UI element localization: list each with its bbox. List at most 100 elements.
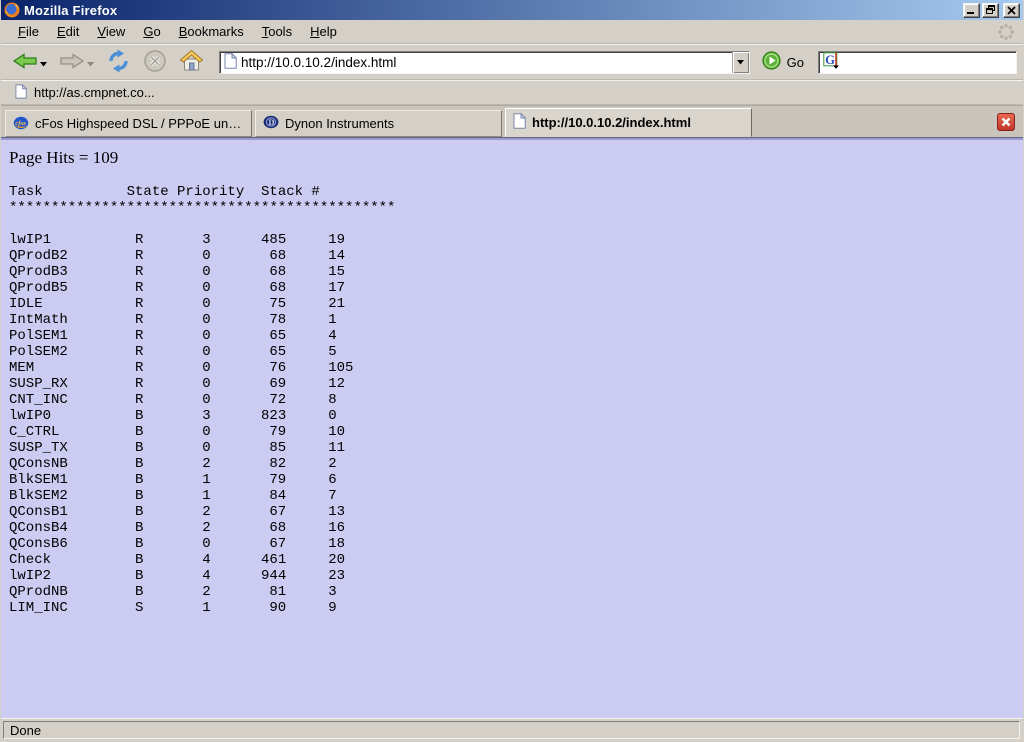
page-content: Page Hits = 109 Task State Priority Stac…	[1, 137, 1023, 718]
cfos-icon: cfos	[13, 114, 29, 133]
stop-button[interactable]	[138, 45, 172, 80]
cell-stack: 75	[269, 296, 287, 312]
firefox-icon	[4, 2, 20, 18]
cell-stack: 68	[269, 248, 287, 264]
cell-num: 3	[328, 584, 337, 600]
cell-state: R	[135, 248, 144, 264]
tab-cfos[interactable]: cfos cFos Highspeed DSL / PPPoE und ISDN…	[5, 110, 252, 137]
cell-priority: 0	[202, 440, 211, 456]
bookmarks-toolbar: http://as.cmpnet.co...	[1, 80, 1023, 105]
url-input[interactable]	[237, 54, 732, 70]
forward-button[interactable]	[54, 48, 99, 77]
cell-state: B	[135, 488, 144, 504]
task-row: PolSEM1 R 0 65 4	[9, 328, 1023, 344]
status-field: Done	[3, 721, 1020, 739]
bookmark-item[interactable]: http://as.cmpnet.co...	[9, 82, 161, 104]
forward-dropdown-icon	[87, 55, 94, 70]
cell-task: lwIP2	[9, 568, 52, 584]
back-button[interactable]	[7, 48, 52, 77]
cell-priority: 0	[202, 328, 211, 344]
cell-num: 10	[328, 424, 346, 440]
cell-stack: 944	[261, 568, 287, 584]
cell-num: 20	[328, 552, 346, 568]
back-dropdown-icon	[40, 55, 47, 70]
cell-state: R	[135, 232, 144, 248]
status-text: Done	[10, 722, 42, 738]
cell-num: 23	[328, 568, 346, 584]
tab-label: cFos Highspeed DSL / PPPoE und ISDN CAP.…	[35, 116, 244, 131]
tab-label: Dynon Instruments	[285, 116, 395, 131]
cell-priority: 0	[202, 360, 211, 376]
cell-priority: 0	[202, 264, 211, 280]
task-row: MEM R 0 76 105	[9, 360, 1023, 376]
cell-priority: 0	[202, 312, 211, 328]
menu-file[interactable]: File	[18, 24, 39, 39]
table-separator: ****************************************…	[9, 200, 396, 216]
cell-state: B	[135, 408, 144, 424]
home-icon	[179, 49, 204, 75]
cell-task: QConsNB	[9, 456, 68, 472]
restore-button[interactable]	[982, 2, 999, 18]
cell-task: PolSEM2	[9, 344, 68, 360]
menu-bookmarks[interactable]: Bookmarks	[178, 24, 244, 39]
cell-priority: 0	[202, 280, 211, 296]
menu-go[interactable]: Go	[143, 24, 161, 39]
cell-stack: 68	[269, 280, 287, 296]
cell-priority: 3	[202, 408, 211, 424]
cell-priority: 3	[202, 232, 211, 248]
cell-stack: 79	[269, 424, 287, 440]
title-bar[interactable]: Mozilla Firefox	[1, 0, 1023, 20]
home-button[interactable]	[174, 45, 209, 79]
header-state: State	[126, 184, 169, 200]
go-label: Go	[786, 54, 804, 70]
menu-edit[interactable]: Edit	[56, 24, 80, 39]
cell-task: lwIP1	[9, 232, 52, 248]
task-row: lwIP1 R 3 485 19	[9, 232, 1023, 248]
cell-task: QConsB4	[9, 520, 68, 536]
cell-num: 2	[328, 456, 337, 472]
cell-num: 14	[328, 248, 346, 264]
page-icon	[513, 112, 527, 132]
cell-stack: 84	[269, 488, 287, 504]
cell-priority: 1	[202, 488, 211, 504]
task-row: IntMath R 0 78 1	[9, 312, 1023, 328]
cell-task: QProdB5	[9, 280, 68, 296]
cell-num: 15	[328, 264, 346, 280]
cell-task: QProdNB	[9, 584, 68, 600]
close-button[interactable]	[1003, 2, 1020, 18]
cell-num: 21	[328, 296, 346, 312]
menu-tools[interactable]: Tools	[261, 24, 293, 39]
cell-task: LIM_INC	[9, 600, 68, 616]
cell-state: S	[135, 600, 144, 616]
back-arrow-icon	[12, 52, 38, 73]
tab-dynon[interactable]: D Dynon Instruments	[255, 110, 502, 137]
cell-task: IDLE	[9, 296, 43, 312]
cell-task: CNT_INC	[9, 392, 68, 408]
cell-priority: 4	[202, 552, 211, 568]
search-input[interactable]	[840, 54, 1016, 70]
task-row: lwIP0 B 3 823 0	[9, 408, 1023, 424]
cell-priority: 0	[202, 248, 211, 264]
cell-priority: 0	[202, 424, 211, 440]
cell-task: BlkSEM1	[9, 472, 68, 488]
menu-help[interactable]: Help	[310, 24, 337, 39]
task-row: PolSEM2 R 0 65 5	[9, 344, 1023, 360]
cell-priority: 0	[202, 376, 211, 392]
minimize-button[interactable]	[963, 2, 980, 18]
reload-button[interactable]	[101, 45, 136, 80]
tab-label: http://10.0.10.2/index.html	[532, 115, 691, 130]
cell-priority: 0	[202, 296, 211, 312]
tab-index-html[interactable]: http://10.0.10.2/index.html	[505, 108, 752, 137]
go-button[interactable]: Go	[758, 49, 810, 75]
task-row: IDLE R 0 75 21	[9, 296, 1023, 312]
cell-priority: 2	[202, 584, 211, 600]
menu-view[interactable]: View	[97, 24, 126, 39]
cell-num: 12	[328, 376, 346, 392]
url-dropdown-button[interactable]	[731, 51, 749, 73]
cell-task: QProdB2	[9, 248, 68, 264]
reload-icon	[106, 49, 131, 76]
close-tab-button[interactable]	[997, 113, 1015, 131]
header-stack-num: Stack #	[261, 184, 320, 200]
cell-stack: 65	[269, 344, 287, 360]
